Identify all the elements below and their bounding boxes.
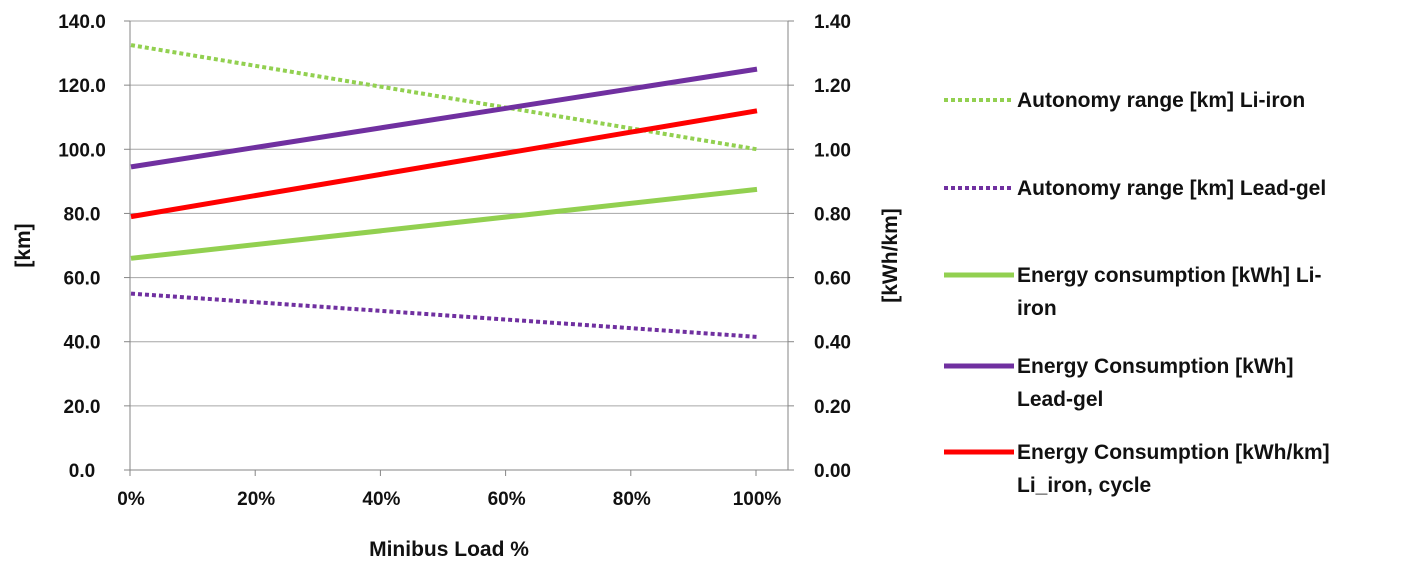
y-left-tick-label: 0.0 [69,461,95,482]
legend-item: Energy Consumption [kWh/km] Li_iron, cycl… [944,441,1330,497]
legend-label: Lead-gel [1017,388,1103,411]
x-tick-label: 40% [362,489,400,510]
x-axis-title: Minibus Load % [369,538,529,561]
series-lines [130,43,758,339]
legend-label: Autonomy range [km] Li-iron [1017,89,1305,112]
legend-label: iron [1017,297,1057,320]
legend-label: Autonomy range [km] Lead-gel [1017,177,1326,200]
y-right-tick-label: 0.60 [814,269,851,290]
legend-label: Energy Consumption [kWh] [1017,355,1294,378]
x-tick-label: 100% [733,489,782,510]
x-tick-label: 0% [117,489,145,510]
series-line-2 [130,291,758,339]
y-right-tick-label: 0.00 [814,461,851,482]
axes [124,20,794,476]
legend-label: Energy consumption [kWh] Li- [1017,264,1322,287]
series-line-5 [130,108,758,220]
legend-label: Li_iron, cycle [1017,474,1151,497]
tick-labels: 0.0 0.00 20.0 0.20 40.0 0.40 60.0 0.60 80.0 0.80 1… [58,12,851,510]
legend-item: Autonomy range [km] Li-iron [944,89,1305,112]
series-line-3 [130,186,758,261]
legend-item: Energy consumption [kWh] Li-iron [944,264,1322,320]
y-axis-right-title: [kWh/km] [879,208,902,303]
x-tick-label: 80% [613,489,651,510]
y-left-tick-label: 100.0 [58,140,106,161]
y-left-tick-label: 80.0 [64,204,101,225]
y-left-tick-label: 40.0 [64,333,101,354]
series-line-1 [130,43,758,152]
x-tick-label: 20% [237,489,275,510]
y-right-tick-label: 0.80 [814,204,851,225]
x-tick-label: 60% [488,489,526,510]
y-right-tick-label: 0.40 [814,333,851,354]
y-right-tick-label: 1.40 [814,12,851,33]
y-left-tick-label: 60.0 [64,269,101,290]
y-right-tick-label: 1.20 [814,76,851,97]
legend-item: Energy Consumption [kWh] Lead-gel [944,355,1294,411]
legend-item: Autonomy range [km] Lead-gel [944,177,1326,200]
y-left-tick-label: 140.0 [58,12,106,33]
y-right-tick-label: 0.20 [814,397,851,418]
y-right-tick-label: 1.00 [814,140,851,161]
y-axis-left-title: [km] [12,223,35,267]
y-left-tick-label: 120.0 [58,76,106,97]
series-line-4 [130,66,758,170]
legend: Autonomy range [km] Li-iron Autonomy rang… [944,89,1330,497]
y-left-tick-label: 20.0 [64,397,101,418]
legend-label: Energy Consumption [kWh/km] [1017,441,1330,464]
